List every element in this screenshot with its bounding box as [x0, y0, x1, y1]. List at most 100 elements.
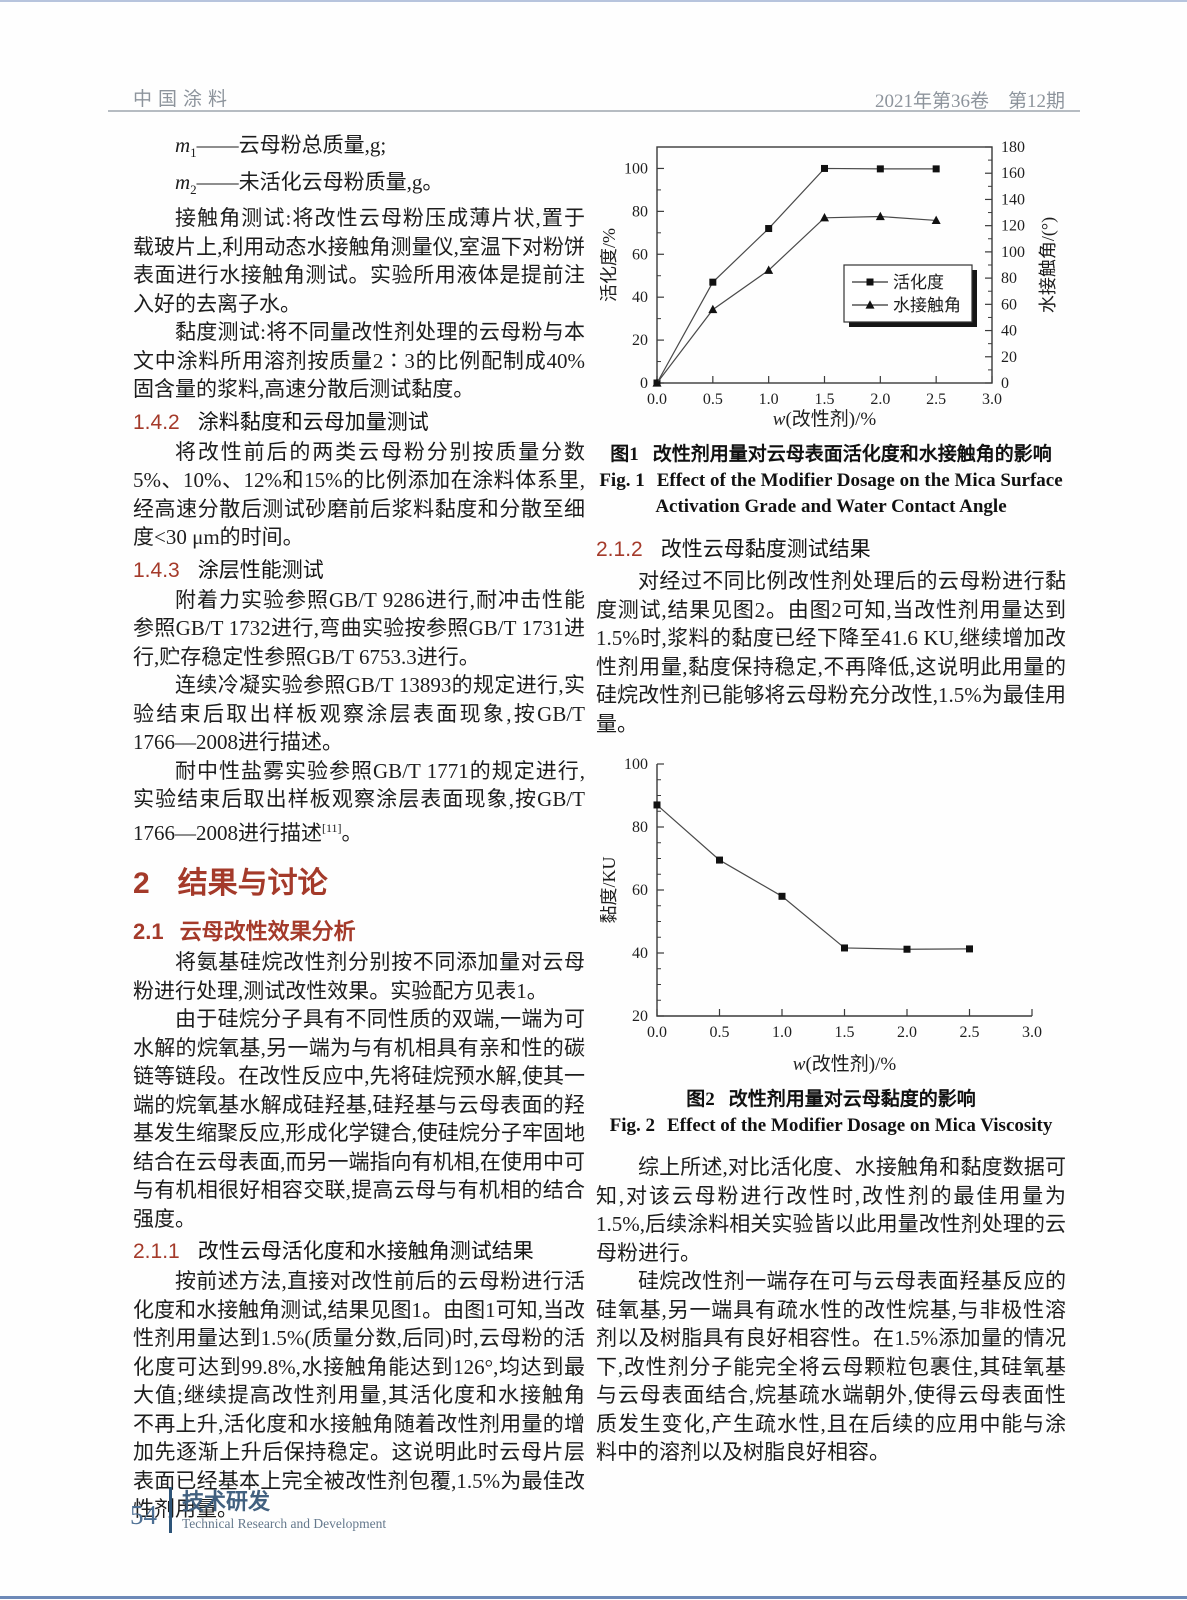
chapter-title: 结果与讨论: [177, 867, 328, 901]
issue-info: 2021年第36卷 第12期: [874, 91, 1065, 112]
svg-text:100: 100: [624, 160, 648, 177]
page-footer: 54 技术研发 Technical Research and Developme…: [130, 1487, 386, 1533]
svg-text:20: 20: [632, 1008, 648, 1025]
svg-text:20: 20: [1001, 349, 1017, 366]
section-number: 1.4.2: [133, 410, 180, 434]
svg-text:w(改性剂)/%: w(改性剂)/%: [773, 408, 877, 430]
section-number: 2.1: [133, 919, 164, 945]
figure2-title-cn: 改性剂用量对云母黏度的影响: [728, 1089, 976, 1110]
paragraph-2-1-2-results: 对经过不同比例改性剂处理后的云母粉进行黏度测试,结果见图2。由图2可知,当改性剂…: [596, 569, 1066, 736]
symbol-m1-text: ——云母粉总质量,g;: [196, 133, 387, 157]
symbol-definition-m2: m2——未活化云母粉质量,g。: [133, 168, 585, 205]
scan-edge-top: [0, 0, 1187, 2]
citation-ref: [11]: [322, 820, 342, 835]
svg-text:0.0: 0.0: [647, 391, 667, 408]
left-column: m1——云母粉总质量,g; m2——未活化云母粉质量,g。 接触角测试:将改性云…: [133, 131, 585, 1524]
svg-text:0: 0: [1001, 375, 1009, 392]
chapter-number: 2: [133, 867, 150, 901]
symbol-m1-var: m: [175, 133, 191, 157]
scan-edge-bottom: [0, 1596, 1187, 1599]
section-heading-1-4-2: 1.4.2 涂料黏度和云母加量测试: [133, 407, 585, 438]
svg-text:0.0: 0.0: [647, 1024, 667, 1041]
symbol-m2-sub: 2: [190, 181, 197, 197]
svg-text:120: 120: [1001, 218, 1025, 235]
paragraph-viscosity-test: 黏度测试:将不同量改性剂处理的云母粉与本文中涂料所用溶剂按质量2∶3的比例配制成…: [133, 320, 585, 402]
paragraph-1-4-3-adhesion: 附着力实验参照GB/T 9286进行,耐冲击性能参照GB/T 1732进行,弯曲…: [133, 587, 585, 669]
svg-text:1.0: 1.0: [759, 391, 779, 408]
svg-text:40: 40: [1001, 323, 1017, 340]
footer-section: 技术研发 Technical Research and Development: [182, 1488, 386, 1533]
figure2-title-en: Effect of the Modifier Dosage on Mica Vi…: [667, 1115, 1053, 1136]
figure2-label-cn: 图2: [686, 1089, 715, 1110]
section-number: 2.1.2: [596, 538, 643, 561]
section-heading-2-1: 2.1 云母改性效果分析: [133, 915, 585, 948]
svg-text:80: 80: [1001, 270, 1017, 287]
paragraph-1-4-2: 将改性前后的两类云母粉分别按质量分数5%、10%、12%和15%的比例添加在涂料…: [133, 439, 585, 550]
section-title: 涂层性能测试: [197, 557, 324, 582]
section-title: 云母改性效果分析: [179, 919, 356, 945]
paragraph-text: 。: [341, 820, 363, 845]
figure1-chart: 0.0 0.5 1.0 1.5 2.0 2.5 3.00204060801000204060…: [600, 139, 1059, 430]
svg-text:1.5: 1.5: [815, 391, 835, 408]
svg-text:黏度/KU: 黏度/KU: [600, 857, 619, 924]
svg-text:2.5: 2.5: [960, 1024, 980, 1041]
header-divider: [108, 110, 1080, 112]
paragraph-silane-mechanism: 硅烷改性剂一端存在可与云母表面羟基反应的硅氧基,另一端具有疏水性的改性烷基,与非…: [596, 1269, 1066, 1464]
figure1-label-en: Fig. 1: [599, 470, 645, 491]
svg-text:0: 0: [640, 375, 648, 392]
section-heading-2-1-2: 2.1.2 改性云母黏度测试结果: [596, 534, 1066, 565]
figure2-caption-en: Fig. 2 Effect of the Modifier Dosage on M…: [596, 1113, 1066, 1139]
symbol-definition-m1: m1——云母粉总质量,g;: [133, 131, 585, 168]
svg-text:水接触角: 水接触角: [893, 296, 961, 315]
symbol-m2-text: ——未活化云母粉质量,g。: [196, 169, 444, 194]
footer-section-en: Technical Research and Development: [182, 1515, 387, 1531]
section-heading-2-1-1: 2.1.1 改性云母活化度和水接触角测试结果: [133, 1236, 585, 1267]
figure1-caption-cn: 图1 改性剂用量对云母表面活化度和水接触角的影响: [596, 441, 1066, 468]
svg-text:1.0: 1.0: [772, 1024, 792, 1041]
svg-text:60: 60: [632, 246, 648, 263]
figure2-chart: 0.0 0.5 1.0 1.5 2.0 2.5 3.0 20 40 60 80 100 w(改性剂)/%…: [600, 756, 1042, 1075]
section-heading-1-4-3: 1.4.3 涂层性能测试: [133, 555, 585, 586]
svg-text:3.0: 3.0: [982, 391, 1002, 408]
figure1-title-en: Effect of the Modifier Dosage on the Mic…: [656, 470, 1063, 491]
svg-text:3.0: 3.0: [1022, 1024, 1042, 1041]
symbol-m2-var: m: [175, 169, 191, 194]
figure2-caption-cn: 图2 改性剂用量对云母黏度的影响: [596, 1086, 1066, 1113]
svg-text:0.5: 0.5: [703, 391, 723, 408]
paragraph-1-4-3-salt-spray: 耐中性盐雾实验参照GB/T 1771的规定进行,实验结束后取出样板观察涂层表面现…: [133, 757, 585, 848]
svg-text:水接触角/(°): 水接触角/(°): [1038, 217, 1059, 313]
page-number: 54: [130, 1499, 157, 1530]
svg-text:160: 160: [1001, 165, 1025, 182]
footer-divider-bar: [169, 1487, 172, 1533]
figure1-caption-en-line2: Activation Grade and Water Contact Angle: [655, 496, 1007, 517]
symbol-m1-sub: 1: [190, 145, 197, 161]
svg-text:2.5: 2.5: [926, 391, 946, 408]
figure1-caption-en-line1: Fig. 1 Effect of the Modifier Dosage on t…: [596, 468, 1066, 494]
figure2-label-en: Fig. 2: [609, 1115, 655, 1136]
journal-name: 中国涂料: [133, 89, 234, 110]
paragraph-2-1-mechanism: 由于硅烷分子具有不同性质的双端,一端为可水解的烷氧基,另一端为与有机相具有亲和性…: [133, 1007, 585, 1231]
svg-text:60: 60: [1001, 296, 1017, 313]
paragraph-2-1-1-results: 按前述方法,直接对改性前后的云母粉进行活化度和水接触角测试,结果见图1。由图1可…: [133, 1269, 585, 1522]
svg-text:180: 180: [1001, 139, 1025, 156]
paragraph-1-4-3-condensation: 连续冷凝实验参照GB/T 13893的规定进行,实验结束后取出样板观察涂层表面现…: [133, 673, 585, 755]
svg-text:100: 100: [1001, 244, 1025, 261]
paragraph-summary: 综上所述,对比活化度、水接触角和黏度数据可知,对该云母粉进行改性时,改性剂的最佳…: [596, 1155, 1066, 1265]
section-number: 2.1.1: [133, 1240, 180, 1264]
footer-section-cn: 技术研发: [182, 1488, 271, 1514]
svg-text:w(改性剂)/%: w(改性剂)/%: [793, 1053, 897, 1075]
svg-text:1.5: 1.5: [835, 1024, 855, 1041]
section-title: 涂料黏度和云母加量测试: [197, 409, 429, 434]
svg-text:140: 140: [1001, 191, 1025, 208]
svg-text:80: 80: [632, 203, 648, 220]
svg-text:100: 100: [624, 756, 648, 773]
section-title: 改性云母黏度测试结果: [660, 537, 871, 561]
svg-text:2.0: 2.0: [870, 391, 890, 408]
svg-text:60: 60: [632, 882, 648, 899]
chapter-heading-2: 2 结果与讨论: [133, 863, 585, 905]
svg-text:20: 20: [632, 332, 648, 349]
svg-text:活化度/%: 活化度/%: [600, 228, 619, 302]
svg-text:80: 80: [632, 819, 648, 836]
svg-text:40: 40: [632, 945, 648, 962]
